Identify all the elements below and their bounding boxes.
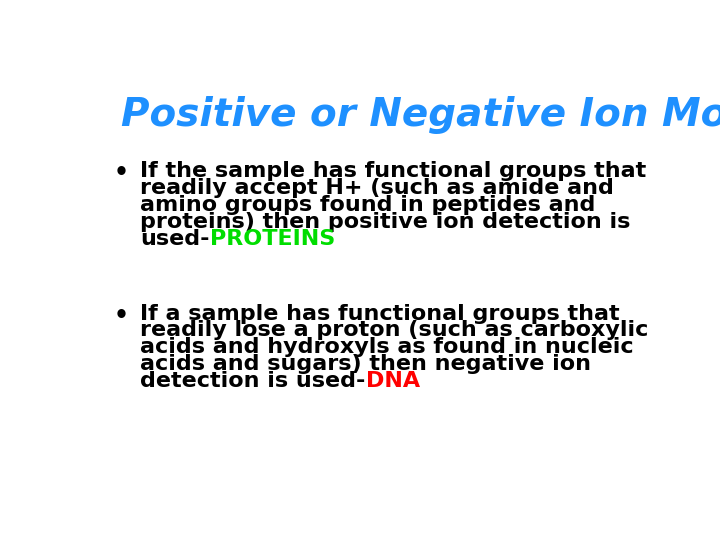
Text: used-: used- bbox=[140, 229, 210, 249]
Text: readily accept H+ (such as amide and: readily accept H+ (such as amide and bbox=[140, 178, 614, 198]
Text: amino groups found in peptides and: amino groups found in peptides and bbox=[140, 195, 595, 215]
Text: PROTEINS: PROTEINS bbox=[210, 229, 335, 249]
Text: If a sample has functional groups that: If a sample has functional groups that bbox=[140, 303, 620, 323]
Text: acids and hydroxyls as found in nucleic: acids and hydroxyls as found in nucleic bbox=[140, 338, 634, 357]
Text: •: • bbox=[113, 161, 128, 185]
Text: If the sample has functional groups that: If the sample has functional groups that bbox=[140, 161, 647, 181]
Text: acids and sugars) then negative ion: acids and sugars) then negative ion bbox=[140, 354, 591, 374]
Text: proteins) then positive ion detection is: proteins) then positive ion detection is bbox=[140, 212, 631, 232]
Text: DNA: DNA bbox=[366, 372, 420, 392]
Text: detection is used-: detection is used- bbox=[140, 372, 366, 392]
Text: •: • bbox=[113, 303, 128, 327]
Text: readily lose a proton (such as carboxylic: readily lose a proton (such as carboxyli… bbox=[140, 320, 649, 340]
Text: Positive or Negative Ion Mode?: Positive or Negative Ion Mode? bbox=[121, 96, 720, 133]
